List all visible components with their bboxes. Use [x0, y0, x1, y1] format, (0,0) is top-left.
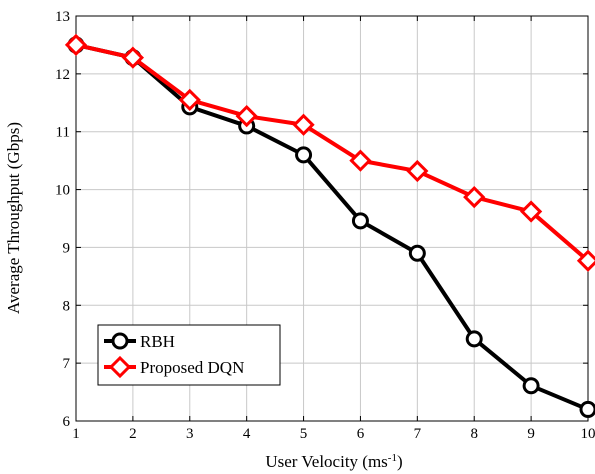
data-point: [349, 149, 372, 172]
data-point: [235, 104, 258, 128]
legend-label: Proposed DQN: [140, 358, 244, 377]
data-point: [522, 377, 540, 395]
legend-box: [97, 324, 281, 386]
x-axis-label: User Velocity (ms-1): [265, 452, 402, 471]
data-point: [178, 88, 201, 112]
x-tick-label: 5: [300, 426, 308, 442]
legend: RBH Proposed DQN: [97, 324, 281, 386]
data-point: [463, 185, 486, 209]
x-tick-label: 1: [72, 426, 80, 442]
legend-marker: [111, 332, 129, 350]
plot-border: [75, 15, 589, 422]
data-point: [406, 159, 429, 183]
x-tick-label: 7: [414, 426, 422, 442]
data-point: [121, 46, 145, 69]
x-tick-label: 6: [357, 426, 365, 442]
data-point: [408, 244, 426, 262]
y-axis-label: Average Throughput (Gbps): [4, 122, 23, 314]
x-tick-label: 4: [243, 426, 251, 442]
y-tick-label: 13: [55, 9, 70, 25]
y-tick-label: 9: [63, 240, 71, 256]
x-tick-label: 10: [581, 426, 595, 442]
x-tick-label: 2: [129, 426, 137, 442]
legend-item: Proposed DQN: [104, 355, 244, 379]
x-tick-label: 9: [527, 426, 535, 442]
y-tick-label: 7: [63, 356, 71, 372]
series-line: [75, 42, 590, 263]
legend-item: RBH: [104, 332, 175, 351]
data-series: [64, 33, 595, 418]
data-point: [295, 146, 313, 164]
legend-label: RBH: [140, 332, 175, 351]
data-point: [579, 400, 595, 418]
y-tick-label: 11: [56, 125, 70, 141]
plot-frame: [75, 15, 589, 422]
y-tick-label: 6: [63, 414, 71, 430]
y-tick-label: 12: [55, 67, 70, 83]
data-point: [519, 200, 543, 223]
data-point: [64, 33, 88, 57]
data-point: [465, 330, 483, 348]
data-point: [292, 113, 315, 136]
y-tick-label: 10: [55, 183, 70, 199]
legend-marker: [108, 355, 132, 379]
data-point: [351, 212, 369, 230]
y-tick-label: 8: [63, 298, 71, 314]
data-point: [576, 249, 595, 272]
x-tick-label: 8: [470, 426, 478, 442]
series-line: [75, 42, 589, 412]
series-proposed-dqn: [64, 33, 595, 272]
x-tick-label: 3: [186, 426, 194, 442]
